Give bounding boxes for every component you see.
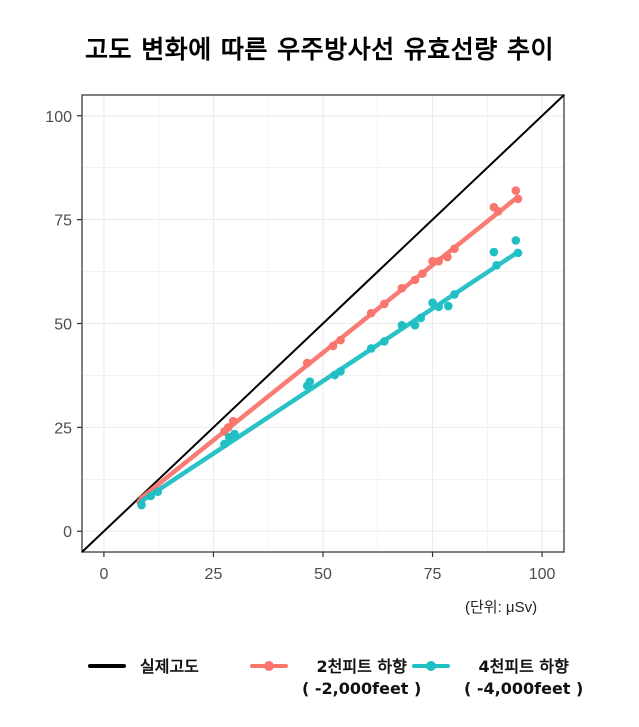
y-tick-label: 75 [54, 213, 72, 230]
y-tick-label: 50 [54, 317, 72, 334]
data-point [450, 290, 459, 299]
plot-content [81, 94, 565, 553]
data-point [511, 186, 521, 195]
data-point [220, 439, 229, 449]
fit-line [138, 249, 521, 504]
data-point [410, 275, 420, 285]
unit-label: (단위: μSv) [465, 599, 538, 616]
data-point [511, 236, 521, 245]
data-point [513, 248, 523, 258]
data-point [397, 320, 407, 330]
data-point [328, 341, 338, 351]
data-point [336, 335, 345, 345]
data-point [416, 313, 426, 323]
data-point [224, 423, 233, 432]
legend-item-2000ft: 2천피트 하향 ( -2,000feet ) [250, 656, 421, 700]
legend-line-dot-icon [412, 656, 450, 676]
legend-line-icon [88, 656, 126, 676]
data-point [366, 344, 376, 353]
data-point [380, 299, 389, 309]
legend-label-4000ft: 4천피트 하향 [478, 657, 569, 676]
legend-line-dot-icon [250, 656, 288, 676]
y-tick-label: 0 [63, 524, 72, 541]
data-point [305, 377, 315, 386]
data-point [153, 487, 163, 497]
y-tick-label: 100 [45, 109, 72, 126]
data-point [428, 298, 437, 308]
data-point [428, 256, 437, 266]
data-point [146, 491, 156, 501]
data-point [493, 207, 503, 216]
x-tick-label: 0 [99, 566, 108, 583]
data-point [443, 252, 452, 262]
data-point [513, 194, 523, 204]
chart-title: 고도 변화에 따른 우주방사선 유효선량 추이 [84, 35, 555, 64]
legend-sub-2000ft: ( -2,000feet ) [302, 679, 422, 698]
legend-label-reference: 실제고도 [140, 657, 199, 676]
data-point [302, 358, 312, 368]
x-tick-label: 100 [529, 566, 556, 583]
data-point [434, 302, 443, 312]
data-point [489, 247, 499, 257]
y-tick-label: 25 [54, 420, 72, 437]
legend-item-4000ft: 4천피트 하향 ( -4,000feet ) [412, 656, 583, 700]
x-tick-label: 50 [314, 566, 332, 583]
data-point [336, 366, 345, 376]
legend-label-2000ft: 2천피트 하향 [316, 657, 407, 676]
x-tick-label: 75 [424, 566, 442, 583]
series-1 [137, 236, 523, 510]
data-point [137, 500, 146, 510]
legend-item-reference: 실제고도 [88, 656, 199, 678]
axis-ticks: 0 25 50 75 100 0 25 50 75 100 [45, 109, 555, 583]
x-tick-label: 25 [205, 566, 223, 583]
data-point [410, 320, 420, 330]
data-point [492, 261, 501, 270]
data-point [444, 301, 453, 311]
data-point [434, 256, 443, 266]
data-point [450, 244, 459, 254]
data-point [380, 337, 389, 346]
legend: 실제고도 2천피트 하향 ( -2,000feet ) 4천피트 하향 ( -4… [0, 650, 639, 720]
legend-sub-4000ft: ( -4,000feet ) [464, 679, 584, 698]
data-point [228, 416, 238, 426]
data-point [397, 283, 407, 293]
data-point [418, 269, 427, 278]
data-point [230, 429, 239, 439]
series-0 [136, 186, 523, 507]
data-point [366, 308, 376, 318]
reference-line-actual-altitude [81, 94, 565, 553]
